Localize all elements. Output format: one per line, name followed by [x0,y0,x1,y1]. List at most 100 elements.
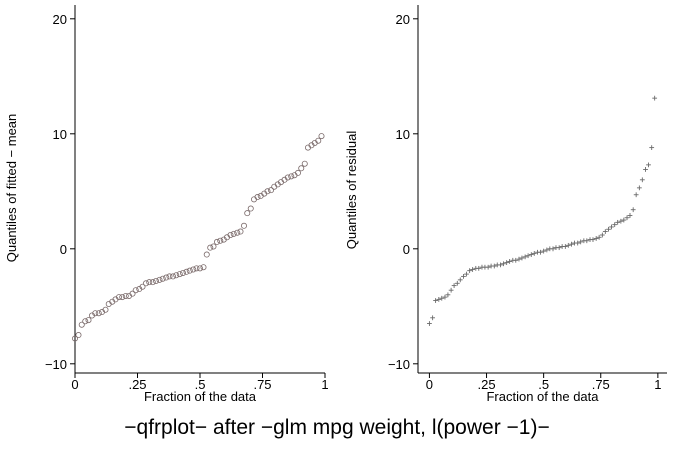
y-tick-label: 20 [53,12,67,27]
data-point [590,237,596,242]
data-point [78,321,85,328]
x-tick-label: 1 [654,377,661,392]
y-tick-label: 0 [60,242,67,257]
plot-area [75,5,325,373]
data-point [457,277,463,283]
data-point [649,145,655,150]
data-point [152,277,159,284]
data-point [156,276,163,283]
data-point [627,213,633,218]
data-point [575,240,581,246]
data-point [176,271,183,278]
data-point [254,194,261,201]
data-point [146,279,153,286]
data-point [544,247,550,253]
data-point [646,162,651,168]
data-point [485,264,491,270]
data-point [513,257,519,263]
data-point [507,259,513,264]
x-axis-title: Fraction of the data [144,389,257,404]
data-point [119,294,126,301]
data-point [433,298,438,303]
data-point [179,269,186,276]
y-tick-label: −10 [45,357,67,372]
data-point [82,318,89,325]
y-tick-label: 10 [396,127,410,142]
y-tick-label: 0 [403,242,410,257]
data-point [652,95,658,101]
x-tick-label: .75 [592,377,610,392]
data-point [190,266,197,273]
data-point [578,239,584,245]
data-point [476,265,482,271]
data-point [470,267,475,272]
data-point [247,205,254,212]
data-point [159,275,166,282]
data-point [633,192,639,198]
data-point [237,228,244,235]
data-point [169,273,176,280]
data-point [451,283,457,288]
data-point [464,271,469,277]
data-point [284,174,291,181]
data-point [550,246,556,252]
data-point [264,188,271,195]
data-point [436,297,442,302]
data-point [562,244,568,249]
x-tick-label: .5 [195,377,206,392]
data-point [639,177,645,183]
data-point [491,263,497,269]
data-point [139,283,146,290]
data-point [602,229,608,234]
data-point [102,306,109,313]
data-point [210,243,217,250]
x-tick-label: 1 [321,377,328,392]
data-point [203,251,210,258]
data-point [467,268,473,274]
data-point [288,173,295,180]
data-point [565,242,571,248]
data-point [599,232,605,238]
data-point [193,265,200,272]
data-point [315,137,322,144]
data-point [132,287,139,294]
data-point [298,165,305,172]
data-point [522,254,528,260]
data-point [606,226,611,232]
data-point [531,251,537,256]
data-point [200,264,207,271]
data-point [75,332,82,339]
residual-quantile-panel: −10 0 10 20 0 .25 .5 .75 1 Fraction of the data Qu… [344,5,667,404]
data-point [173,272,180,279]
data-point [596,234,602,240]
data-point [95,310,102,317]
y-tick-label: −10 [388,357,410,372]
data-point [516,256,522,262]
data-point [442,294,448,300]
y-axis-title: Quantiles of fitted − mean [4,114,19,263]
x-tick-label: .75 [253,377,271,392]
data-point [569,241,574,247]
data-point [636,185,642,191]
data-point [445,292,451,298]
data-point [166,273,173,280]
data-point [163,274,170,281]
data-point [615,219,621,225]
data-point [430,315,436,321]
data-point [538,249,543,255]
data-point [122,292,129,299]
x-tick-label: .25 [128,377,146,392]
x-axis-title: Fraction of the data [486,389,599,404]
data-point [217,237,224,244]
plot-area [418,5,667,373]
data-point [618,218,624,224]
x-tick-label: 0 [71,377,78,392]
figure-caption: −qfrplot− after −glm mpg weight, l(power… [124,416,549,439]
data-point [230,230,237,237]
data-point [183,268,190,275]
data-point [454,280,460,286]
y-tick-label: 10 [53,127,67,142]
data-point [461,274,466,279]
data-point [301,160,308,167]
